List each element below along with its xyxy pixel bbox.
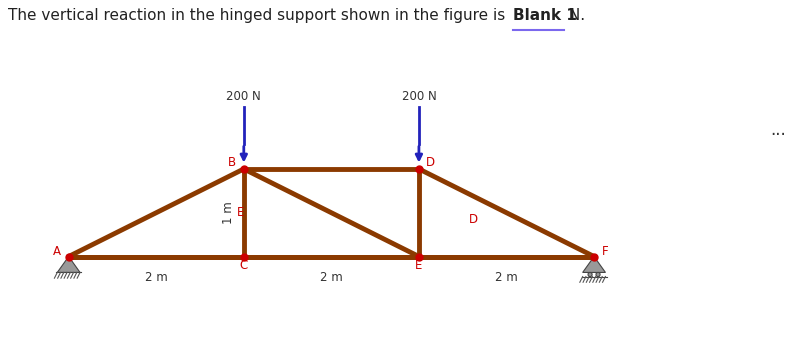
Circle shape: [588, 273, 592, 277]
Text: ...: ...: [770, 121, 786, 139]
Polygon shape: [57, 256, 80, 273]
Text: B: B: [228, 156, 236, 169]
Text: 200 N: 200 N: [401, 90, 436, 103]
Text: 200 N: 200 N: [226, 90, 261, 103]
Polygon shape: [583, 256, 605, 273]
Text: 2 m: 2 m: [320, 272, 343, 285]
Text: 2 m: 2 m: [145, 272, 168, 285]
Text: E: E: [237, 206, 244, 219]
Text: N.: N.: [564, 8, 585, 23]
Text: C: C: [239, 259, 248, 272]
Text: Blank 1: Blank 1: [513, 8, 576, 23]
Text: 1 m: 1 m: [222, 201, 235, 224]
Text: F: F: [602, 245, 609, 258]
Text: The vertical reaction in the hinged support shown in the figure is: The vertical reaction in the hinged supp…: [8, 8, 510, 23]
Text: D: D: [468, 213, 478, 226]
Text: A: A: [53, 245, 61, 258]
Text: E: E: [415, 259, 422, 272]
Circle shape: [67, 254, 71, 259]
Text: 2 m: 2 m: [495, 272, 518, 285]
Circle shape: [596, 273, 600, 277]
Text: D: D: [426, 156, 435, 169]
